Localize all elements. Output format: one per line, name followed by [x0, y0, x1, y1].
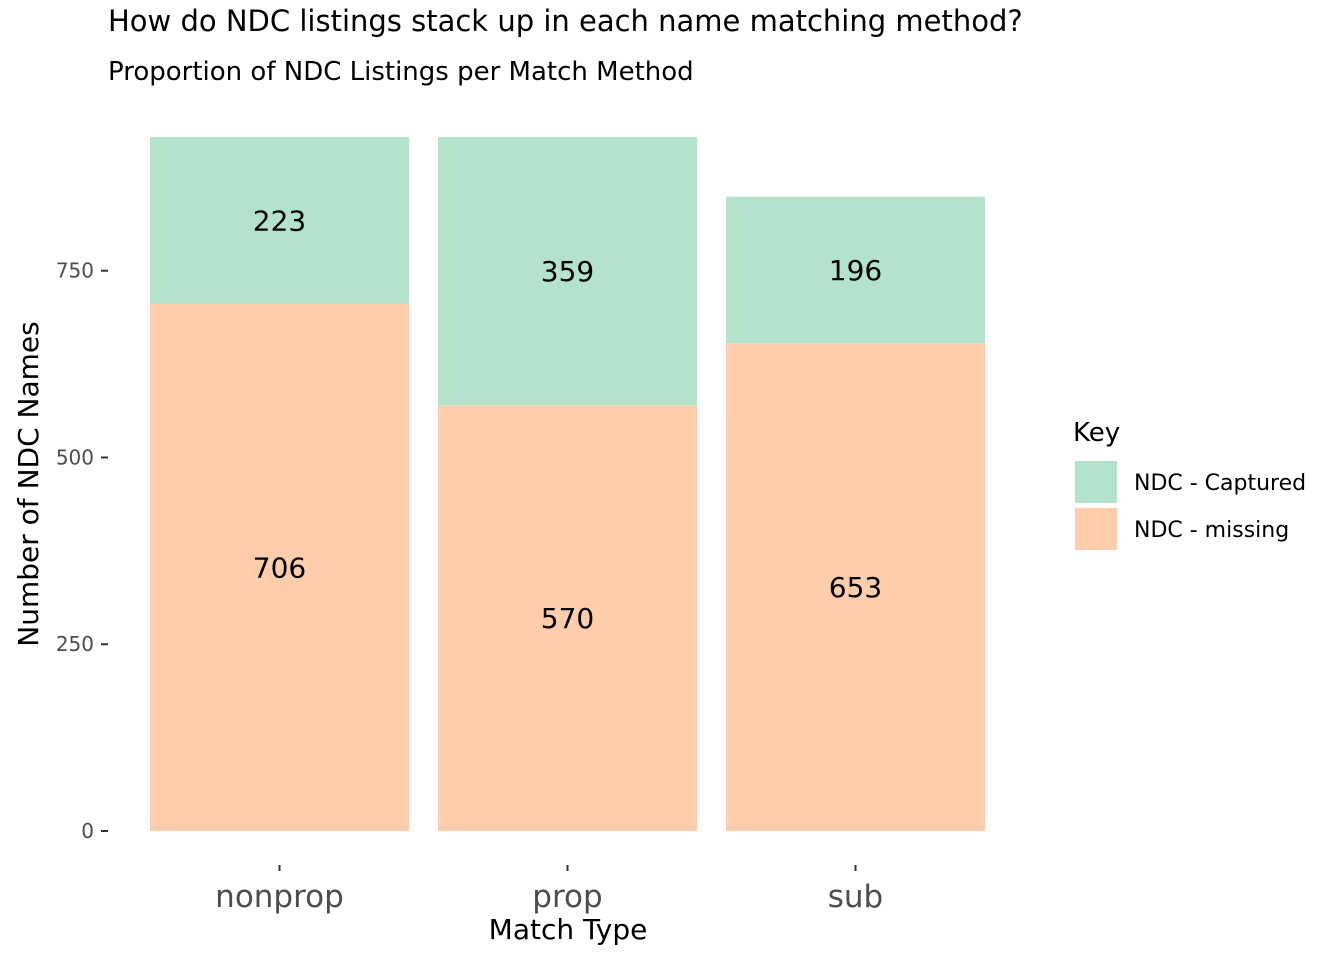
- x-axis-title: Match Type: [489, 913, 648, 946]
- x-tick-label: sub: [828, 879, 883, 915]
- legend-label: NDC - missing: [1134, 518, 1289, 543]
- bar-value-label: 359: [541, 255, 594, 288]
- bar-nonprop-captured: [150, 137, 409, 304]
- legend-swatch: [1075, 508, 1117, 550]
- x-tick-label: nonprop: [215, 879, 344, 915]
- y-tick-label: 250: [56, 632, 94, 656]
- legend-title: Key: [1073, 418, 1120, 448]
- bar-sub-captured: [726, 196, 985, 344]
- y-tick-label: 750: [56, 259, 94, 283]
- x-axis: nonprop prop sub: [215, 865, 883, 915]
- bar-value-label: 196: [829, 254, 882, 287]
- chart-subtitle: Proportion of NDC Listings per Match Met…: [108, 57, 694, 87]
- legend-swatch: [1075, 461, 1117, 503]
- bar-labels-group: 706 223 570 359 653 196: [253, 204, 882, 635]
- y-tick-label: 500: [56, 445, 94, 469]
- legend-label: NDC - Captured: [1134, 471, 1306, 496]
- y-axis: 0 250 500 750: [56, 259, 108, 843]
- y-tick-label: 0: [81, 819, 94, 843]
- legend: Key NDC - Captured NDC - missing: [1073, 418, 1306, 550]
- bars-group: [150, 137, 985, 832]
- y-axis-title: Number of NDC Names: [12, 321, 45, 646]
- bar-prop-captured: [438, 137, 697, 406]
- chart-title: How do NDC listings stack up in each nam…: [108, 4, 1023, 38]
- bar-value-label: 570: [541, 602, 594, 635]
- bar-sub-missing: [726, 343, 985, 831]
- x-tick-label: prop: [532, 879, 602, 915]
- bar-prop-missing: [438, 405, 697, 831]
- bar-value-label: 223: [253, 204, 306, 237]
- bar-value-label: 653: [829, 571, 882, 604]
- bar-nonprop-missing: [150, 303, 409, 832]
- bar-value-label: 706: [253, 551, 306, 584]
